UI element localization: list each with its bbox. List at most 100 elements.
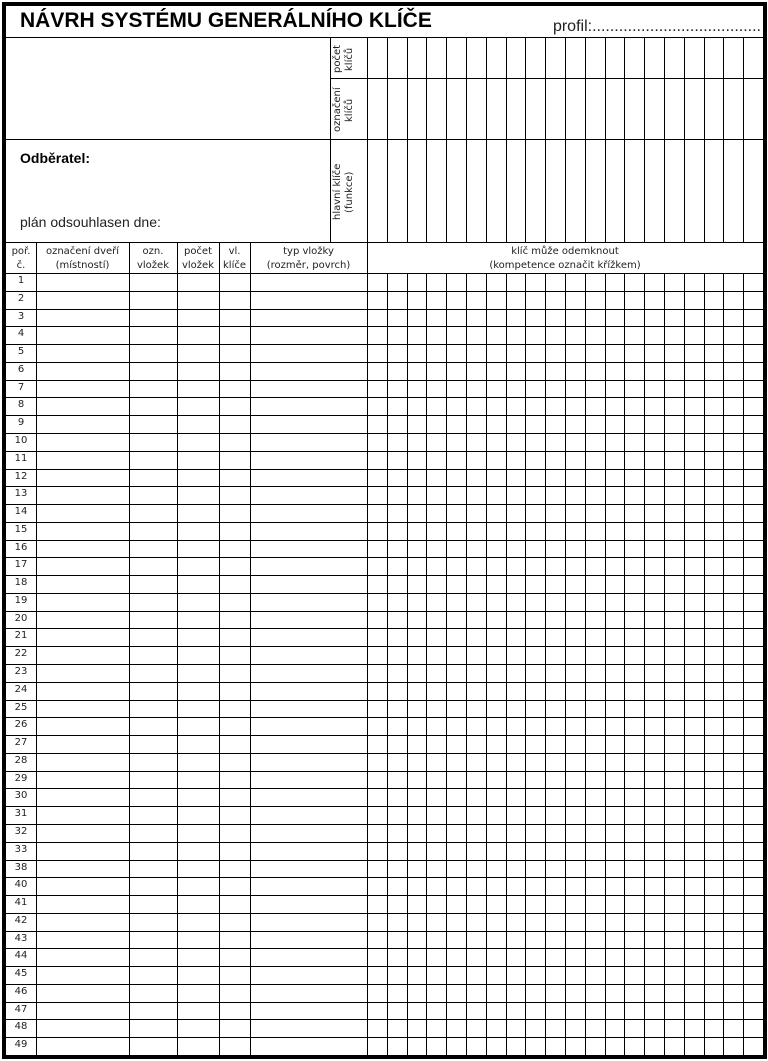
row-number: 31 [14,808,28,819]
row-number: 15 [14,524,28,535]
grid-line [6,735,763,736]
table-row[interactable]: 49 [6,1037,763,1055]
table-row[interactable]: 31 [6,806,763,824]
row-number: 10 [14,435,28,446]
profile-field[interactable]: profil:.................................… [552,18,761,35]
grid-line [644,37,645,242]
table-row[interactable]: 43 [6,931,763,949]
grid-line [446,37,447,242]
table-row[interactable]: 45 [6,966,763,984]
table-row[interactable]: 25 [6,700,763,718]
table-row[interactable]: 13 [6,486,763,504]
grid-line [407,37,408,242]
row-number: 12 [14,471,28,482]
table-row[interactable]: 48 [6,1019,763,1037]
grid-line [219,242,220,1055]
grid-line [129,242,130,1055]
table-row[interactable]: 30 [6,788,763,806]
table-row[interactable]: 27 [6,735,763,753]
table-row[interactable]: 18 [6,575,763,593]
header-cylinder-mark: ozn. vložek [136,246,169,271]
table-row[interactable]: 17 [6,557,763,575]
grid-line [6,611,763,612]
customer-label: Odběratel: [20,150,91,166]
table-row[interactable]: 6 [6,362,763,380]
table-row[interactable]: 2 [6,291,763,309]
key-count-label: počet klíčů [332,44,355,74]
row-number: 29 [14,773,28,784]
table-row[interactable]: 38 [6,860,763,878]
grid-line [6,504,763,505]
header-cylinder-count: počet vložek [181,246,214,271]
grid-line [743,37,744,242]
grid-line [367,242,368,1055]
table-row[interactable]: 3 [6,309,763,327]
table-row[interactable]: 26 [6,717,763,735]
row-number: 47 [14,1004,28,1015]
table-row[interactable]: 4 [6,326,763,344]
table-row[interactable]: 16 [6,540,763,558]
grid-line [6,593,763,594]
table-row[interactable]: 42 [6,913,763,931]
table-row[interactable]: 8 [6,397,763,415]
grid-line [6,717,763,718]
row-number: 13 [14,488,28,499]
table-row[interactable]: 46 [6,984,763,1002]
table-row[interactable]: 14 [6,504,763,522]
grid-line [6,1019,763,1020]
table-row[interactable]: 19 [6,593,763,611]
table-row[interactable]: 20 [6,611,763,629]
table-row[interactable]: 33 [6,842,763,860]
grid-line [6,273,763,274]
table-row[interactable]: 23 [6,664,763,682]
table-row[interactable]: 10 [6,433,763,451]
grid-line [6,824,763,825]
header-row-number: poř. č. [11,246,31,271]
grid-line [486,37,487,242]
grid-line [6,344,763,345]
row-number: 4 [17,328,25,339]
table-row[interactable]: 7 [6,380,763,398]
header-cylinder-type: typ vložky (rozměr, povrch) [266,246,351,271]
table-row[interactable]: 15 [6,522,763,540]
table-row[interactable]: 9 [6,415,763,433]
table-row[interactable]: 29 [6,771,763,789]
row-number: 1 [17,275,25,286]
table-row[interactable]: 12 [6,469,763,487]
grid-line [664,37,665,242]
key-mark-label: označení klíčů [332,87,355,133]
row-number: 18 [14,577,28,588]
grid-line [6,451,763,452]
grid-line [6,753,763,754]
table-row[interactable]: 40 [6,877,763,895]
row-number: 8 [17,399,25,410]
grid-line [624,37,625,242]
row-number: 5 [17,346,25,357]
row-number: 7 [17,382,25,393]
grid-line [330,37,331,242]
grid-line [6,984,763,985]
grid-line [6,877,763,878]
grid-line [585,37,586,242]
row-number: 44 [14,950,28,961]
table-row[interactable]: 28 [6,753,763,771]
grid-line [6,1002,763,1003]
row-number: 25 [14,702,28,713]
table-row[interactable]: 41 [6,895,763,913]
row-number: 28 [14,755,28,766]
grid-line [6,931,763,932]
row-number: 17 [14,559,28,570]
row-number: 45 [14,968,28,979]
grid-line [6,557,763,558]
table-row[interactable]: 47 [6,1002,763,1020]
row-number: 9 [17,417,25,428]
table-row[interactable]: 44 [6,948,763,966]
table-row[interactable]: 24 [6,682,763,700]
table-row[interactable]: 1 [6,273,763,291]
table-row[interactable]: 5 [6,344,763,362]
row-number: 11 [14,453,28,464]
table-row[interactable]: 11 [6,451,763,469]
table-row[interactable]: 22 [6,646,763,664]
table-row[interactable]: 21 [6,628,763,646]
table-row[interactable]: 32 [6,824,763,842]
